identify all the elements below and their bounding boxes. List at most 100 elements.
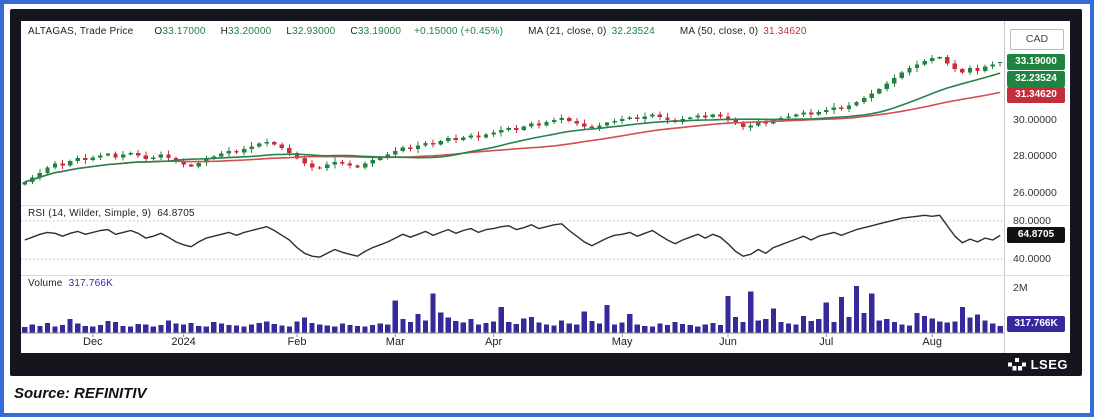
candle-body — [241, 149, 247, 153]
candle-body — [143, 155, 148, 160]
volume-bar — [332, 326, 338, 334]
volume-bar — [385, 324, 391, 333]
volume-bar — [959, 307, 965, 333]
candle-body — [75, 158, 80, 161]
volume-bar — [196, 325, 202, 333]
candle-body — [998, 61, 1003, 64]
candle-body — [975, 68, 980, 71]
candle-body — [740, 123, 746, 128]
volume-bar — [566, 323, 572, 333]
candle-body — [287, 148, 292, 153]
volume-bar — [846, 316, 852, 333]
candle-body — [869, 93, 874, 99]
volume-bar — [188, 323, 194, 333]
chart-window-frame: ALTAGAS, Trade Price O33.17000 H33.20000… — [10, 9, 1082, 376]
volume-bar — [226, 324, 232, 333]
volume-bar — [97, 324, 103, 333]
candle-body — [733, 119, 738, 124]
volume-bar — [302, 317, 308, 333]
price-axis-tick: 26.00000 — [1013, 186, 1057, 199]
volume-bar — [460, 322, 466, 333]
candle-body — [151, 157, 156, 160]
lseg-logo-text: LSEG — [1030, 357, 1068, 372]
volume-bar — [596, 323, 603, 333]
candle-body — [279, 144, 285, 149]
volume-bar — [528, 316, 534, 333]
volume-bar — [128, 326, 134, 333]
candle-body — [635, 117, 640, 120]
candle-body — [128, 152, 133, 155]
ohlc-low: L32.93000 — [286, 26, 335, 37]
volume-bar — [559, 320, 565, 333]
volume-bar — [52, 326, 58, 333]
volume-bar — [135, 323, 141, 333]
volume-bar — [952, 321, 958, 333]
volume-bar — [150, 326, 156, 334]
candle-body — [914, 64, 920, 69]
volume-bar — [785, 323, 792, 333]
volume-bars-layer — [22, 285, 1003, 334]
volume-bar — [354, 326, 361, 333]
candle-body — [801, 112, 806, 115]
volume-bar — [475, 324, 482, 333]
candle-body — [400, 147, 406, 151]
lseg-logo-icon — [1007, 358, 1026, 371]
chart-area: ALTAGAS, Trade Price O33.17000 H33.20000… — [21, 21, 1070, 353]
candle-body — [967, 68, 973, 73]
volume-bar — [29, 324, 35, 333]
candle-body — [317, 167, 322, 169]
volume-bar — [755, 320, 761, 333]
volume-bar — [347, 324, 353, 333]
volume-bar — [604, 304, 610, 333]
volume-bar — [453, 320, 459, 334]
candle-body — [158, 154, 164, 158]
candle-body — [551, 120, 557, 122]
candle-body — [763, 121, 768, 124]
volume-bar — [513, 324, 519, 333]
volume-bar — [869, 293, 875, 333]
volume-bar — [551, 325, 557, 334]
volume-bar — [173, 323, 179, 333]
candle-body — [67, 160, 73, 166]
volume-bar — [770, 308, 776, 334]
candle-body — [113, 153, 118, 158]
volume-bar — [853, 285, 860, 334]
candle-body — [884, 83, 889, 90]
candle-body — [37, 172, 43, 178]
volume-bar — [687, 325, 693, 333]
volume-bar — [75, 323, 81, 333]
ohlc-close: C33.19000 — [350, 26, 401, 37]
ma21-line — [24, 72, 1001, 183]
volume-bar — [286, 326, 292, 334]
candle-body — [521, 126, 526, 130]
volume-bar — [294, 321, 300, 333]
volume-bar — [990, 323, 996, 333]
candle-body — [120, 154, 126, 158]
candle-body — [922, 60, 927, 65]
volume-bar — [634, 324, 640, 333]
candle-body — [476, 135, 481, 138]
volume-bar — [521, 318, 527, 333]
candle-body — [839, 107, 844, 110]
candle-body — [907, 68, 912, 73]
low-value: 32.93000 — [292, 26, 336, 37]
volume-bar — [309, 322, 315, 333]
x-axis-label: Jul — [819, 336, 834, 348]
candle-body — [892, 78, 897, 84]
volume-bar — [233, 325, 240, 333]
volume-bar — [279, 325, 285, 334]
candle-body — [226, 150, 232, 154]
candle-body — [597, 125, 602, 129]
candle-body — [166, 154, 171, 159]
candle-body — [627, 117, 632, 120]
candle-body — [499, 130, 504, 133]
volume-bar — [664, 324, 671, 333]
volume-value: 317.766K — [68, 278, 113, 289]
volume-bar — [44, 322, 51, 333]
candle-body — [370, 160, 375, 164]
rsi-line — [24, 214, 1001, 258]
volume-bar — [642, 325, 648, 333]
volume-bar — [543, 324, 550, 333]
lseg-logo: LSEG — [1007, 357, 1068, 372]
volume-bar — [922, 315, 928, 333]
